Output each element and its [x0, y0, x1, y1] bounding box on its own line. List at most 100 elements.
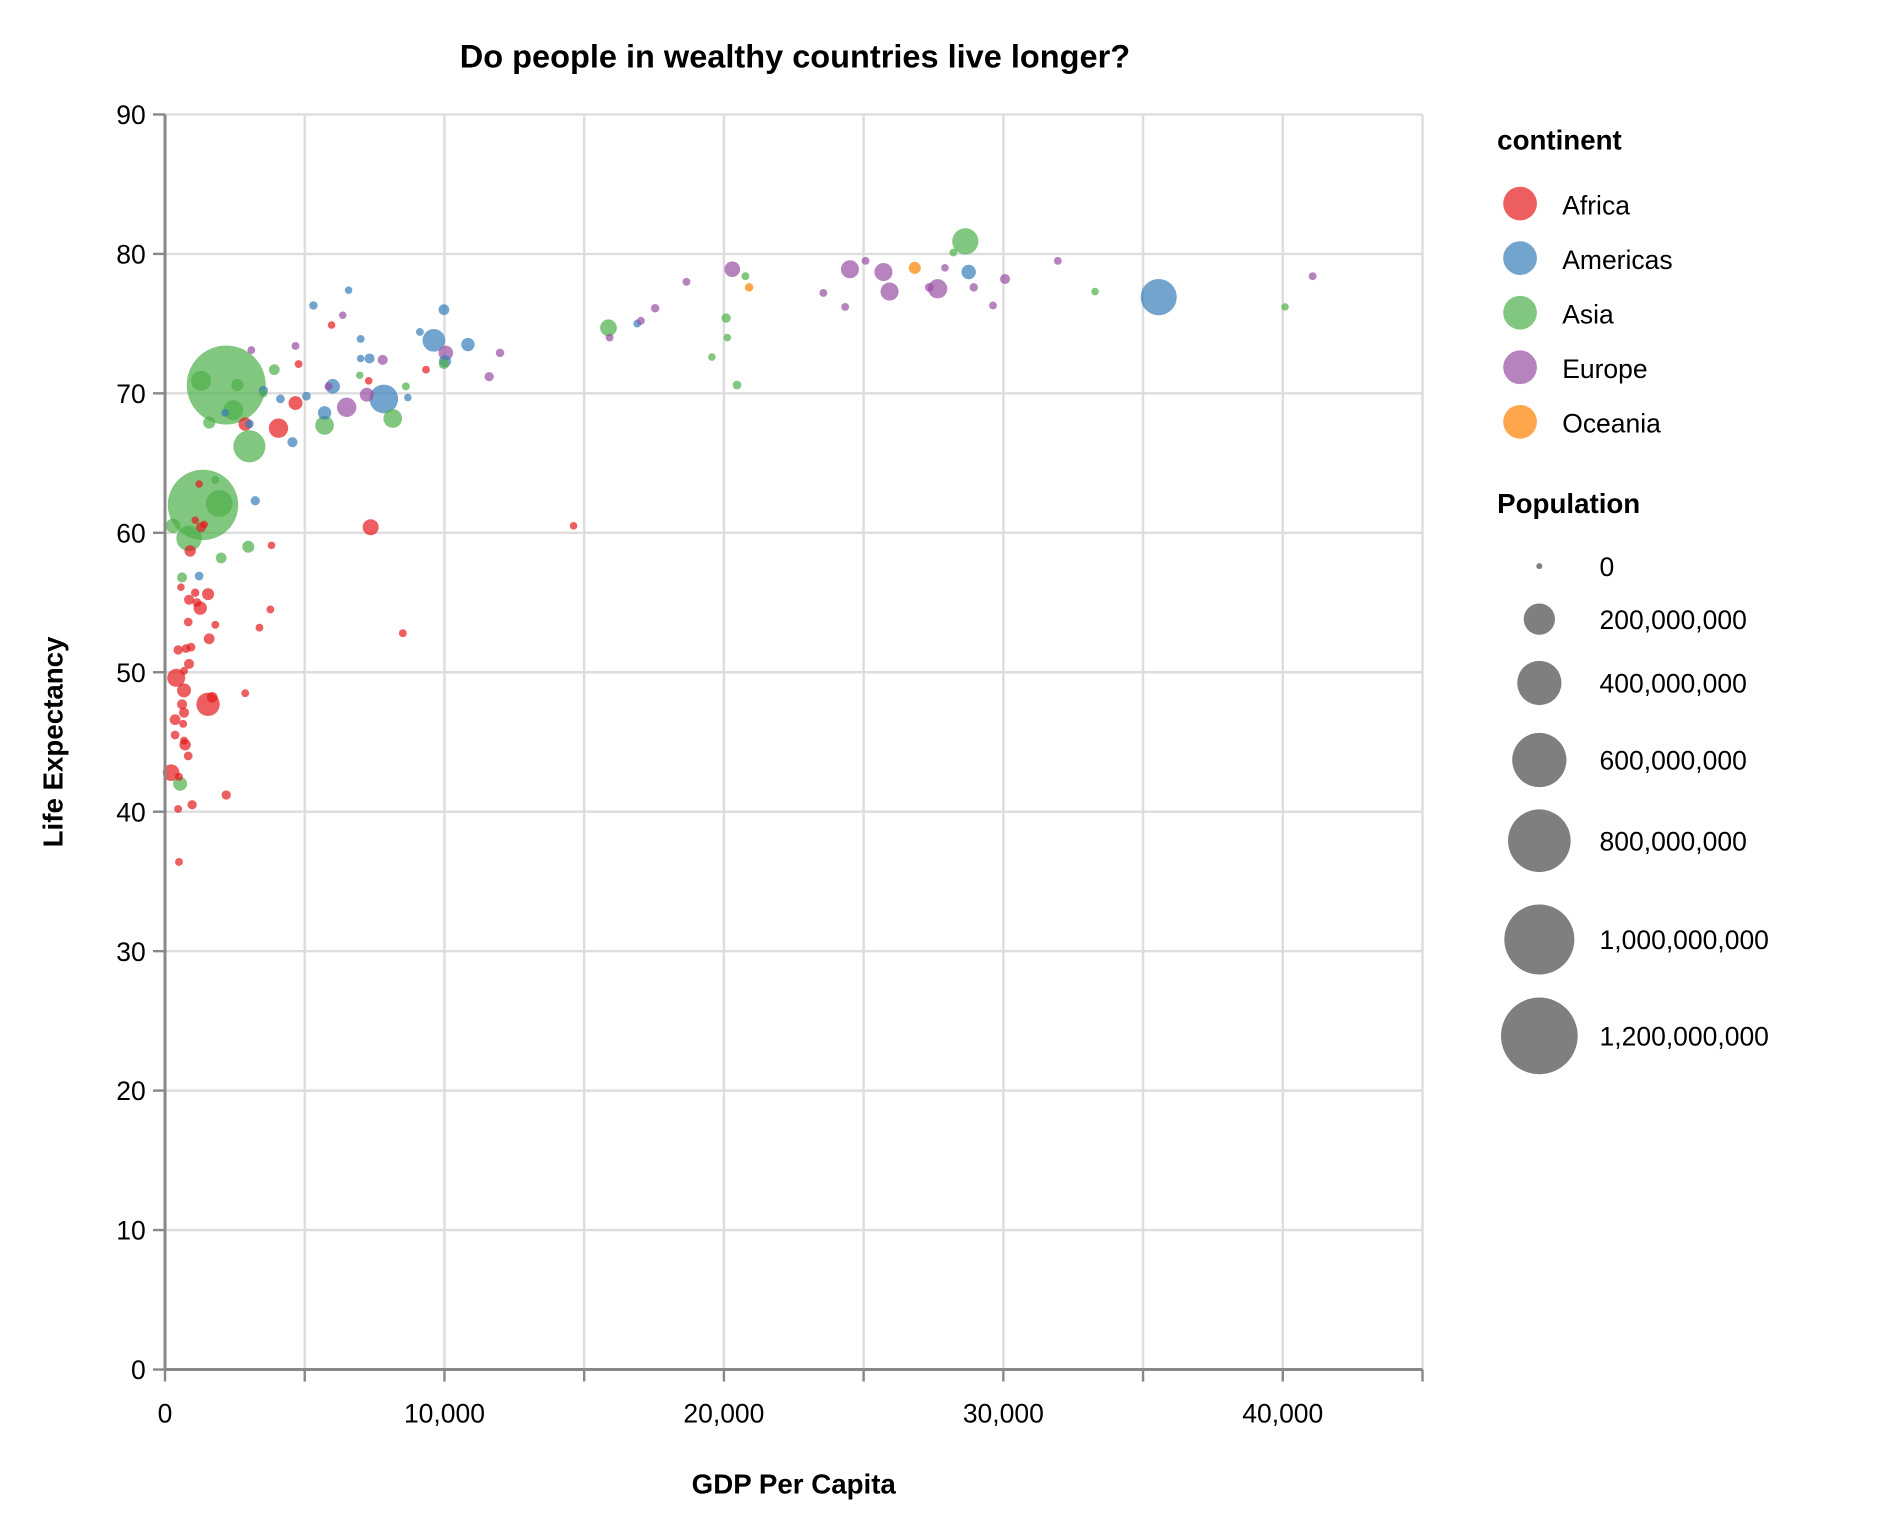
point-europe[interactable] [338, 311, 347, 320]
point-asia[interactable] [315, 416, 334, 435]
point-asia[interactable] [356, 371, 364, 379]
point-europe[interactable] [819, 289, 828, 297]
point-europe[interactable] [636, 316, 645, 325]
point-africa[interactable] [173, 645, 183, 655]
point-africa[interactable] [192, 598, 202, 607]
point-africa[interactable] [177, 683, 191, 698]
point-africa[interactable] [190, 588, 200, 598]
point-africa[interactable] [364, 377, 373, 385]
point-asia[interactable] [401, 382, 410, 391]
point-africa[interactable] [294, 360, 303, 369]
point-africa[interactable] [422, 365, 430, 374]
point-europe[interactable] [1053, 256, 1062, 265]
point-europe[interactable] [324, 382, 333, 391]
point-americas[interactable] [194, 571, 204, 581]
point-asia[interactable] [215, 552, 227, 564]
point-asia[interactable] [165, 518, 181, 534]
point-europe[interactable] [605, 333, 614, 342]
point-americas[interactable] [415, 328, 424, 336]
point-asia[interactable] [1281, 303, 1289, 311]
point-africa[interactable] [191, 516, 199, 525]
point-africa[interactable] [184, 545, 196, 557]
point-africa[interactable] [398, 629, 407, 638]
point-europe[interactable] [377, 354, 388, 365]
point-asia[interactable] [231, 378, 244, 392]
point-africa[interactable] [169, 714, 181, 726]
point-asia[interactable] [203, 416, 216, 429]
point-africa[interactable] [170, 730, 180, 740]
point-europe[interactable] [1308, 272, 1317, 281]
point-europe[interactable] [924, 282, 934, 292]
point-europe[interactable] [928, 279, 948, 299]
point-africa[interactable] [241, 689, 250, 698]
point-africa[interactable] [288, 396, 303, 411]
point-asia[interactable] [732, 380, 742, 390]
point-africa[interactable] [180, 736, 188, 745]
point-americas[interactable] [1140, 279, 1177, 316]
point-asia[interactable] [176, 525, 202, 552]
point-africa[interactable] [183, 751, 193, 761]
point-europe[interactable] [880, 282, 899, 301]
point-europe[interactable] [682, 277, 691, 286]
point-americas[interactable] [309, 301, 318, 310]
point-europe[interactable] [291, 341, 300, 350]
point-europe[interactable] [484, 371, 494, 382]
point-africa[interactable] [175, 772, 183, 781]
point-asia[interactable] [259, 389, 268, 398]
point-europe[interactable] [650, 304, 660, 313]
point-americas[interactable] [276, 394, 285, 404]
point-africa[interactable] [175, 857, 183, 866]
point-africa[interactable] [184, 658, 195, 669]
point-europe[interactable] [941, 264, 949, 272]
point-asia[interactable] [723, 333, 732, 342]
point-africa[interactable] [202, 588, 215, 601]
point-oceania[interactable] [908, 261, 921, 274]
point-asia[interactable] [233, 430, 266, 463]
point-africa[interactable] [183, 617, 193, 627]
point-asia[interactable] [949, 248, 958, 257]
point-africa[interactable] [221, 790, 231, 800]
point-asia[interactable] [167, 469, 239, 541]
point-americas[interactable] [356, 354, 365, 363]
point-asia[interactable] [191, 370, 212, 391]
point-africa[interactable] [179, 719, 188, 728]
point-americas[interactable] [364, 353, 375, 364]
point-americas[interactable] [961, 264, 976, 280]
point-europe[interactable] [989, 301, 997, 310]
point-americas[interactable] [302, 391, 311, 401]
point-africa[interactable] [206, 691, 218, 703]
point-asia[interactable] [186, 345, 266, 425]
point-asia[interactable] [952, 228, 979, 255]
point-africa[interactable] [180, 666, 188, 675]
point-asia[interactable] [205, 490, 233, 517]
point-europe[interactable] [724, 261, 741, 278]
point-africa[interactable] [211, 620, 220, 629]
point-africa[interactable] [187, 800, 197, 810]
point-africa[interactable] [174, 804, 183, 813]
point-europe[interactable] [999, 273, 1011, 285]
point-africa[interactable] [178, 707, 190, 718]
point-asia[interactable] [268, 364, 280, 376]
point-oceania[interactable] [744, 283, 754, 292]
point-europe[interactable] [336, 397, 357, 417]
point-europe[interactable] [247, 346, 256, 355]
point-asia[interactable] [741, 272, 750, 281]
point-africa[interactable] [167, 668, 186, 687]
point-africa[interactable] [268, 418, 289, 438]
point-asia[interactable] [708, 353, 716, 361]
point-africa[interactable] [203, 633, 215, 645]
point-africa[interactable] [177, 699, 188, 710]
point-africa[interactable] [195, 480, 203, 488]
point-asia[interactable] [211, 475, 220, 484]
point-americas[interactable] [461, 337, 475, 352]
point-americas[interactable] [245, 419, 254, 429]
point-europe[interactable] [861, 256, 870, 265]
point-asia[interactable] [383, 409, 403, 428]
point-europe[interactable] [874, 262, 893, 282]
point-europe[interactable] [840, 260, 859, 279]
point-europe[interactable] [969, 283, 978, 292]
point-asia[interactable] [173, 776, 188, 791]
point-americas[interactable] [287, 437, 298, 448]
point-americas[interactable] [404, 393, 412, 402]
point-africa[interactable] [184, 594, 195, 605]
